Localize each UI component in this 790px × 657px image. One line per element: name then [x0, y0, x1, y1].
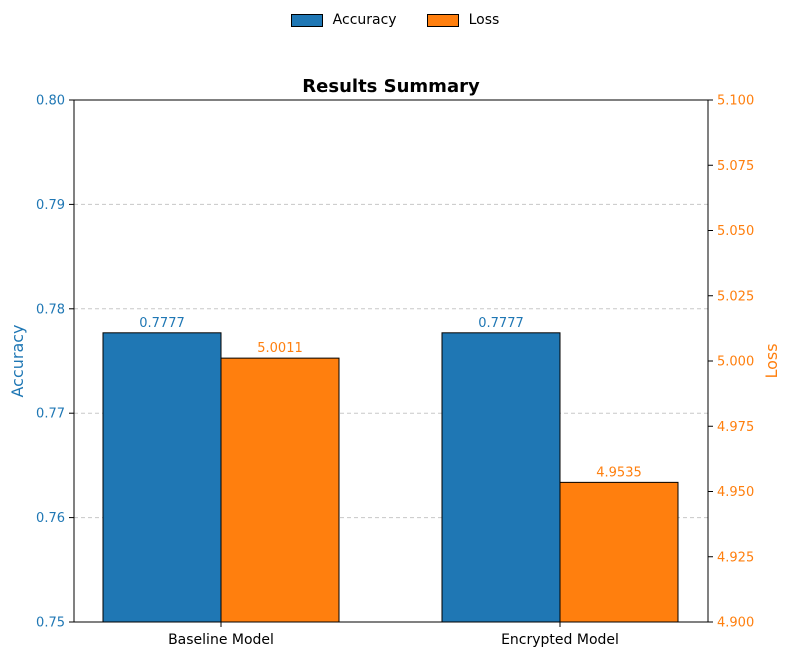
y-axis-right-label: Loss — [762, 343, 781, 378]
left-tick-label: 0.78 — [36, 302, 65, 317]
left-tick-label: 0.76 — [36, 511, 65, 526]
bar-accuracy — [102, 332, 222, 623]
x-tick-label: Baseline Model — [168, 632, 274, 648]
legend-item-loss: Loss — [426, 12, 500, 28]
y-axis-left-label: Accuracy — [8, 324, 27, 397]
left-axis: 0.75 0.76 0.77 0.78 0.79 0.80 — [36, 94, 74, 631]
legend-swatch-accuracy — [290, 13, 323, 27]
left-tick-label: 0.80 — [36, 94, 65, 109]
bar-loss — [559, 481, 679, 623]
right-tick-label: 5.075 — [717, 159, 754, 174]
bars — [102, 332, 679, 623]
right-tick-label: 5.000 — [717, 355, 754, 370]
bar-value-label: 4.9535 — [596, 465, 642, 480]
right-tick-label: 4.975 — [717, 420, 754, 435]
bar-loss — [220, 357, 340, 623]
chart-title: Results Summary — [302, 76, 480, 97]
right-axis: 4.900 4.925 4.950 4.975 5.000 5.025 5.050 5.075… — [708, 94, 754, 631]
bar-value-label: 0.7777 — [139, 316, 185, 331]
legend-item-accuracy: Accuracy — [290, 12, 397, 28]
x-axis: Baseline Model Encrypted Model — [168, 622, 619, 648]
left-tick-label: 0.79 — [36, 198, 65, 213]
x-tick-label: Encrypted Model — [501, 632, 619, 648]
right-tick-label: 5.050 — [717, 224, 754, 239]
bar-value-label: 0.7777 — [478, 316, 524, 331]
legend-swatch-loss — [426, 13, 459, 27]
right-tick-label: 5.025 — [717, 289, 754, 304]
left-tick-label: 0.75 — [36, 616, 65, 631]
bar-accuracy — [441, 332, 561, 623]
legend-label-loss: Loss — [468, 12, 500, 28]
legend-label-accuracy: Accuracy — [332, 12, 397, 28]
right-tick-label: 5.100 — [717, 94, 754, 109]
right-tick-label: 4.900 — [717, 616, 754, 631]
bar-labels: 0.7777 5.0011 0.7777 4.9535 — [139, 316, 642, 481]
right-tick-label: 4.950 — [717, 485, 754, 500]
left-tick-label: 0.77 — [36, 407, 65, 422]
right-tick-label: 4.925 — [717, 550, 754, 565]
bar-value-label: 5.0011 — [257, 341, 303, 356]
legend: Accuracy Loss — [0, 12, 790, 28]
